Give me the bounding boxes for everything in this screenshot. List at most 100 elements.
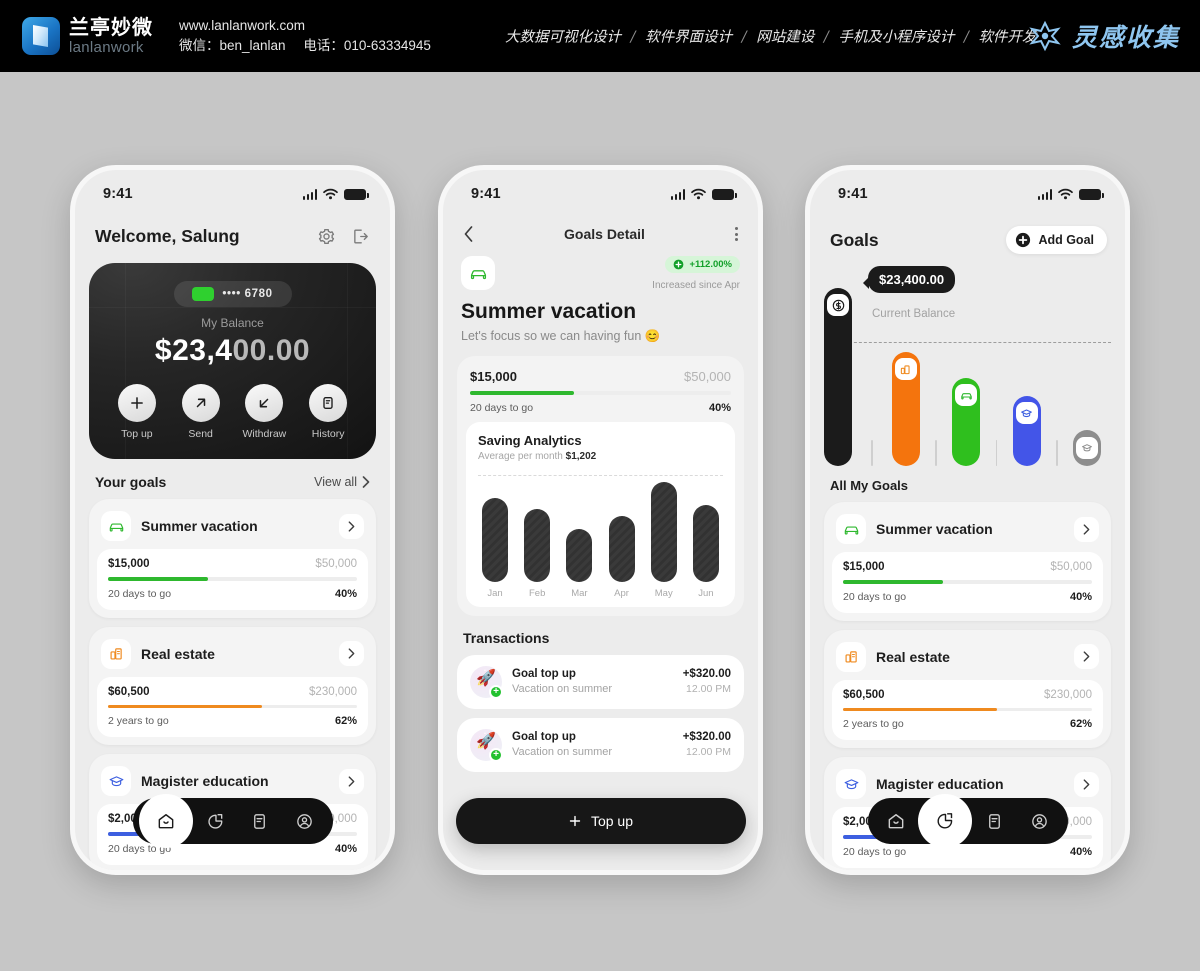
action-top-up[interactable]: Top up: [109, 384, 165, 440]
status-time: 9:41: [471, 186, 501, 202]
document-icon: [989, 813, 1001, 829]
view-all-label: View all: [314, 475, 357, 489]
action-label: Top up: [121, 428, 153, 440]
graduation-icon: [1015, 402, 1038, 424]
goal-open-button[interactable]: [339, 641, 364, 666]
add-goal-button[interactable]: Add Goal: [1006, 226, 1107, 254]
nav-item-home[interactable]: [879, 804, 913, 838]
nav-item-profile[interactable]: [1022, 804, 1056, 838]
battery-icon: [1079, 189, 1104, 200]
goal-name: Magister education: [141, 773, 269, 789]
more-vertical-icon[interactable]: [734, 227, 738, 241]
goal-current: $15,000: [843, 561, 885, 573]
goal-current: $60,500: [843, 688, 885, 701]
page-title: Goals Detail: [564, 226, 645, 242]
goal-card-summer-vacation[interactable]: Summer vacation $15,000 $50,000 20 days …: [824, 502, 1111, 621]
chart-bar-magister-education[interactable]: [1012, 396, 1041, 466]
nav-item-documents[interactable]: [978, 804, 1012, 838]
chart-bar-summer-vacation[interactable]: [952, 378, 981, 466]
services-list: 大数据可视化设计 / 软件界面设计 / 网站建设 / 手机及小程序设计 / 软件…: [505, 26, 1036, 47]
site-banner: 兰亭妙微 lanlanwork www.lanlanwork.com 微信：be…: [0, 0, 1200, 72]
chart-subtitle: Average per month $1,202: [478, 450, 597, 462]
goal-card-real-estate[interactable]: Real estate $60,500 $230,000 2 years to …: [824, 629, 1111, 748]
battery-icon: [712, 189, 737, 200]
chart-bar-current-balance[interactable]: [824, 288, 852, 466]
change-caption: Increased since Apr: [652, 280, 740, 291]
top-up-button[interactable]: Top up: [455, 798, 746, 844]
wifi-icon: [691, 188, 706, 200]
phone-screen-goals: 9:41 Goals Add Goal $23,400.00 Current B…: [805, 165, 1130, 875]
chart-bar-jan: Jan: [482, 497, 508, 599]
nav-item-stats[interactable]: [198, 804, 232, 838]
action-label: History: [311, 428, 345, 440]
goal-open-button[interactable]: [1074, 516, 1099, 542]
brand-block: 兰亭妙微 lanlanwork: [22, 17, 153, 55]
logout-icon[interactable]: [350, 227, 370, 246]
service-item-3: 手机及小程序设计: [838, 29, 955, 46]
chevron-right-icon: [1083, 651, 1090, 662]
goal-percent: 62%: [1069, 718, 1092, 730]
goal-percent: 40%: [1069, 845, 1092, 858]
nav-item-documents[interactable]: [243, 804, 277, 838]
chart-tick: [1055, 440, 1058, 466]
status-bar: 9:41: [810, 170, 1125, 212]
action-history[interactable]: History: [300, 384, 356, 440]
goal-time-left: 20 days to go: [470, 401, 534, 414]
action-withdraw[interactable]: Withdraw: [236, 384, 292, 440]
phone-screen-goal-detail: 9:41 Goals Detail: [438, 165, 763, 875]
chart-tick: [935, 440, 938, 466]
balance-label: My Balance: [201, 316, 264, 330]
lanlanwork-logo-icon: [22, 17, 60, 55]
transaction-amount: +$320.00: [682, 668, 731, 680]
goal-progress-bar: [843, 707, 1092, 711]
cellular-signal-icon: [302, 189, 317, 200]
goal-card-summer-vacation[interactable]: Summer vacation $15,000 $50,000 20 days …: [89, 499, 376, 618]
home-header: Welcome, Salung: [75, 212, 390, 247]
transaction-row[interactable]: 🚀 + Goal top up Vacation on summer +$320.…: [457, 717, 744, 772]
nav-item-stats[interactable]: [923, 799, 968, 843]
chevron-left-icon[interactable]: [463, 226, 474, 242]
chart-plot-area: Jan Feb Mar Apr May Jun: [478, 471, 723, 599]
goal-open-button[interactable]: [339, 768, 364, 794]
goal-percent: 40%: [1069, 590, 1092, 603]
goal-time-left: 2 years to go: [843, 718, 904, 730]
chart-bar-other[interactable]: [1073, 430, 1101, 466]
card-chip-icon: [192, 287, 215, 301]
action-send[interactable]: Send: [173, 384, 229, 440]
inspiration-logo: 灵感收集: [1028, 18, 1180, 54]
nav-item-profile[interactable]: [287, 804, 321, 838]
chart-bar-real-estate[interactable]: [891, 352, 920, 466]
transaction-row[interactable]: 🚀 + Goal top up Vacation on summer +$320.…: [457, 654, 744, 709]
transaction-time: 12.00 PM: [686, 683, 731, 695]
chevron-right-icon: [1083, 778, 1090, 790]
service-item-1: 软件界面设计: [645, 29, 733, 46]
wifi-icon: [1058, 188, 1073, 200]
goal-time-left: 2 years to go: [108, 715, 169, 727]
balance-amount-rest: 00.00: [232, 334, 311, 367]
goal-open-button[interactable]: [1074, 644, 1099, 669]
arrow-up-right-icon: [181, 384, 220, 422]
balance-amount: $23,400.00: [89, 334, 376, 368]
goal-open-button[interactable]: [1074, 771, 1099, 797]
goal-percent: 40%: [334, 587, 357, 600]
wifi-icon: [323, 188, 338, 200]
brand-name-en: lanlanwork: [69, 39, 144, 56]
goal-card-real-estate[interactable]: Real estate $60,500 $230,000 2 years to …: [89, 626, 376, 745]
goals-header: Goals Add Goal: [810, 212, 1125, 254]
gear-icon[interactable]: [317, 227, 336, 246]
card-chip[interactable]: •••• 6780: [173, 281, 292, 307]
goal-open-button[interactable]: [339, 513, 364, 539]
car-icon: [101, 511, 131, 541]
service-item-2: 网站建设: [756, 29, 815, 46]
nav-item-home[interactable]: [143, 799, 188, 843]
goal-name: Summer vacation: [876, 521, 993, 537]
goal-progress-bar: [108, 704, 357, 708]
action-label: Send: [188, 428, 213, 440]
star-burst-icon: [1029, 20, 1061, 52]
chart-title: Saving Analytics: [478, 432, 582, 448]
chart-bar-feb: Feb: [524, 508, 551, 599]
rocket-icon: 🚀 +: [470, 665, 503, 699]
add-goal-label: Add Goal: [1038, 233, 1094, 247]
plus-badge-icon: +: [489, 747, 503, 762]
view-all-link[interactable]: View all: [314, 475, 370, 489]
